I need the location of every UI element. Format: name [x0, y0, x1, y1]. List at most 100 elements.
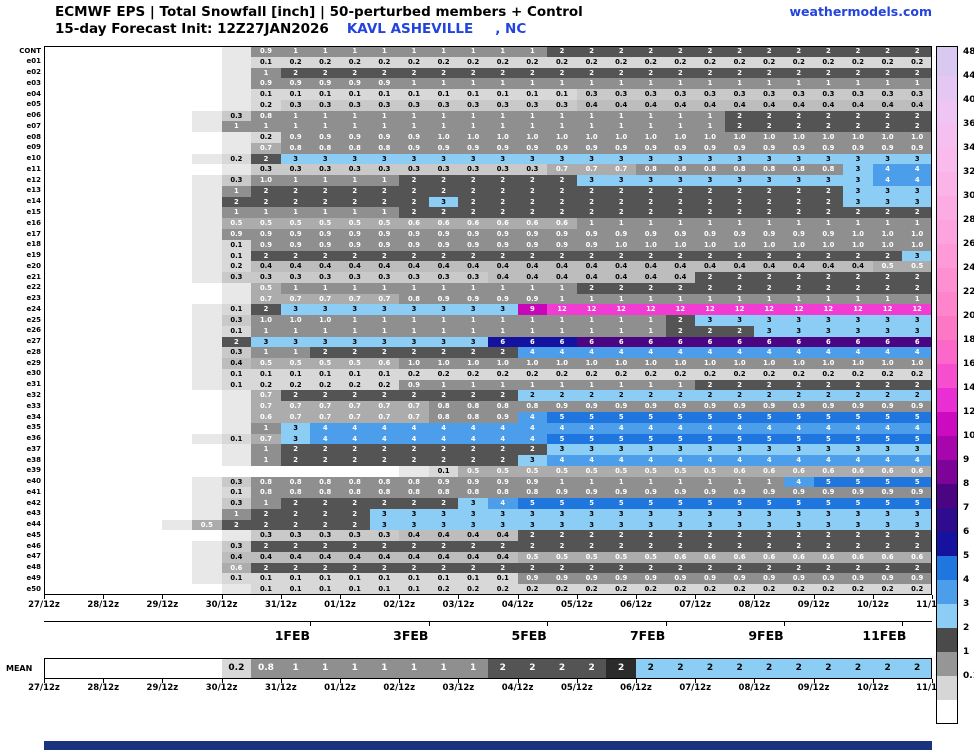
heatmap-cell: 0.9 [843, 142, 873, 154]
heatmap-cell: 0.3 [310, 272, 340, 283]
heatmap-cell: 2 [458, 562, 488, 574]
heatmap-cell: 2 [665, 315, 696, 326]
mean-cell: 2 [902, 659, 932, 678]
heatmap-cell: 0.5 [636, 551, 666, 563]
heatmap-cell: 2 [695, 196, 725, 208]
heatmap-cell: 5 [902, 412, 932, 423]
heatmap-cell: 0.1 [251, 89, 281, 100]
row-label: e32 [26, 390, 42, 399]
heatmap-cell: 3 [576, 153, 607, 165]
heatmap-cell: 2 [221, 519, 252, 531]
heatmap-cell: 1 [754, 476, 784, 488]
row-label: e02 [26, 68, 42, 77]
heatmap-cell: 5 [784, 412, 814, 423]
heatmap-cell: 0.3 [458, 272, 488, 283]
heatmap-cell: 1 [369, 325, 400, 337]
heatmap-cell: 3 [458, 498, 488, 509]
heatmap-cell: 2 [369, 455, 400, 466]
heatmap-cell: 1 [547, 110, 577, 122]
heatmap-cell: 2 [221, 196, 252, 208]
heatmap-cell: 3 [458, 336, 488, 348]
heatmap-cell: 0.9 [369, 239, 400, 251]
heatmap-cell: 1.0 [843, 132, 873, 143]
heatmap-cell: 1 [517, 325, 548, 337]
heatmap-cell: 1.0 [488, 132, 518, 143]
heatmap-cell: 0.1 [221, 379, 252, 391]
heatmap-cell: 3 [695, 519, 725, 531]
heatmap-cell: 1 [636, 293, 666, 305]
colorbar-band [936, 580, 958, 604]
heatmap-cell: 0.1 [251, 584, 281, 595]
row-label: e13 [26, 186, 42, 195]
heatmap-cell: 3 [488, 508, 518, 520]
heatmap-cell: 1.0 [517, 132, 548, 143]
heatmap-cell: 2 [399, 67, 429, 79]
heatmap-cell: 2 [902, 562, 932, 574]
heatmap-cell: 0.3 [340, 164, 370, 176]
heatmap-cell: 2 [813, 67, 844, 79]
heatmap-cell: 0.9 [251, 78, 281, 90]
mean-axis-tick [280, 679, 282, 683]
heatmap-cell: 0.9 [636, 229, 666, 240]
heatmap-cell: 1.0 [813, 358, 844, 369]
heatmap-cell: 0.9 [695, 401, 725, 412]
heatmap-cell: 4 [872, 175, 903, 186]
heatmap-cell: 0.2 [458, 584, 488, 595]
heatmap-cell: 2 [872, 562, 903, 574]
heatmap-cell: 1 [340, 175, 370, 186]
heatmap-cell: 2 [310, 455, 340, 466]
heatmap-cell: 0.5 [280, 358, 311, 369]
heatmap-cell: 3 [636, 175, 666, 186]
heatmap-cell: 3 [843, 164, 873, 176]
heatmap-cell: 4 [547, 455, 577, 466]
heatmap-cell: 2 [784, 530, 814, 542]
heatmap-cell: 4 [369, 422, 400, 434]
heatmap-cell: 2 [695, 250, 725, 262]
heatmap-cell: 0.9 [428, 476, 459, 488]
heatmap-cell: 5 [517, 498, 548, 509]
heatmap-cell: 1 [251, 325, 281, 337]
heatmap-cell: 5 [843, 412, 873, 423]
heatmap-cell: 0.6 [724, 551, 755, 563]
heatmap-cell: 2 [488, 455, 518, 466]
heatmap-cell: 2 [458, 207, 488, 219]
row-label: e09 [26, 143, 42, 152]
heatmap-cell: 0.9 [280, 78, 311, 90]
heatmap-cell: 0.9 [340, 239, 370, 251]
heatmap-cell: 2 [754, 67, 784, 79]
heatmap-cell: 2 [547, 46, 577, 57]
heatmap-cell: 0.9 [813, 142, 844, 154]
heatmap-cell: 0.9 [843, 487, 873, 499]
heatmap-cell: 1 [399, 46, 429, 57]
heatmap-cell: 0.2 [784, 56, 814, 68]
heatmap-cell: 0.3 [221, 175, 252, 186]
heatmap-cell: 2 [784, 282, 814, 294]
heatmap-cell: 0.7 [399, 412, 429, 423]
heatmap-cell: 0.1 [221, 573, 252, 585]
heatmap-cell: 0.7 [251, 433, 281, 445]
heatmap-cell: 3 [902, 508, 932, 520]
heatmap-cell: 3 [754, 175, 784, 186]
heatmap-cell: 0.7 [606, 164, 636, 176]
mean-axis-tick [44, 679, 45, 683]
heatmap-cell: 3 [813, 325, 844, 337]
heatmap-cell: 0.4 [280, 551, 311, 563]
heatmap-cell: 0.2 [784, 368, 814, 380]
heatmap-cell: 1 [517, 46, 548, 57]
heatmap-cell: 0.9 [636, 487, 666, 499]
mean-tick-label: 07/12z [679, 683, 712, 693]
heatmap-cell: 3 [784, 315, 814, 326]
heatmap-cell: 0.9 [547, 142, 577, 154]
heatmap-cell: 2 [310, 444, 340, 456]
heatmap-cell: 0.6 [428, 218, 459, 229]
heatmap-cell: 2 [280, 519, 311, 531]
heatmap-cell: 2 [754, 379, 784, 391]
heatmap-cell: 0.2 [221, 261, 252, 273]
heatmap-cell: 5 [784, 498, 814, 509]
colorbar-label: 1 [963, 646, 970, 657]
x-axis-tick [280, 595, 282, 599]
brand-link[interactable]: weathermodels.com [789, 4, 932, 19]
heatmap-cell: 2 [280, 498, 311, 509]
heatmap-cell: 2 [517, 530, 548, 542]
heatmap-cell: 2 [606, 207, 636, 219]
